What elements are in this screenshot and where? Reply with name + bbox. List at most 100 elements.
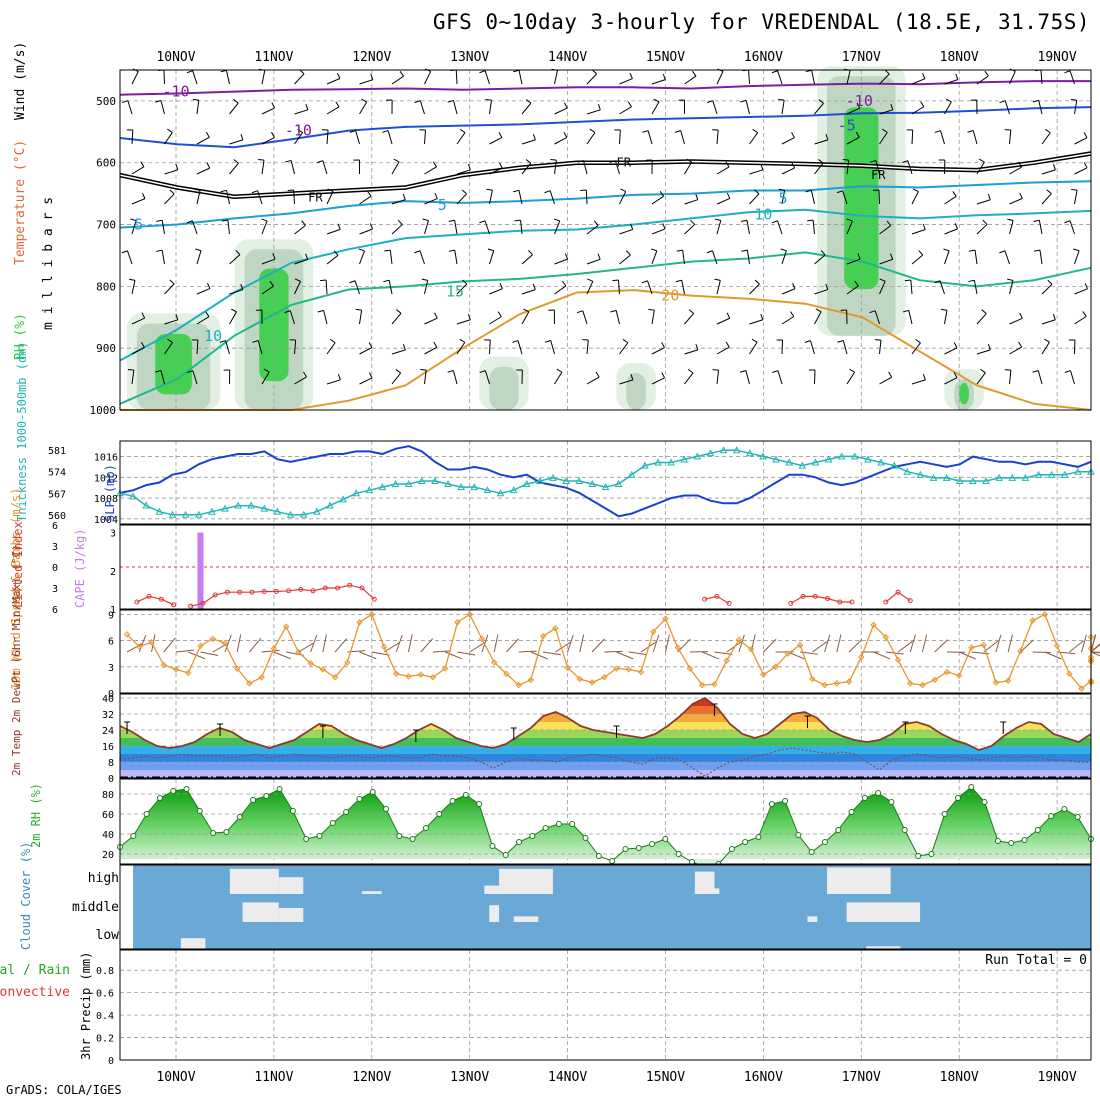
lifted-index-marker	[188, 603, 194, 609]
precip-legend-convective: Convective	[0, 985, 70, 1000]
wind-barb	[326, 254, 339, 265]
wind-barb-flag	[461, 189, 467, 195]
wind-barb	[619, 379, 634, 385]
wind-barb	[164, 169, 179, 175]
slp-line	[119, 445, 1092, 518]
thickness-marker	[562, 476, 570, 484]
wind-10m-barb	[591, 638, 605, 653]
wind-barb-flag	[836, 190, 843, 194]
wind-barb-flag	[514, 219, 521, 222]
wind-barb-flag	[383, 279, 390, 283]
wind-10m-barb	[652, 634, 660, 653]
date-label-top: 18NOV	[940, 50, 979, 65]
wind-barb-flag	[968, 279, 975, 283]
wind-barb	[454, 250, 458, 265]
thickness-line	[119, 449, 1091, 516]
wind-barb-flag	[999, 100, 1006, 104]
wind-barb-flag	[591, 69, 598, 75]
wind-barb-flag	[220, 189, 227, 193]
wind-barb	[226, 190, 230, 205]
wind-barb-flag	[597, 103, 601, 110]
temp-band	[120, 754, 1091, 762]
rh-area-mid	[626, 372, 646, 410]
wind-barb	[164, 342, 173, 355]
panel-frame-cape	[119, 524, 1092, 610]
wind-barb	[749, 193, 760, 205]
li-tick-label: 0	[52, 563, 58, 574]
wind-barb-flag	[305, 103, 309, 110]
wind-barb	[294, 376, 307, 385]
rh-2m-marker	[888, 799, 895, 805]
pressure-tick-label: 500	[96, 95, 116, 108]
temp-tick-label: 32	[102, 710, 114, 721]
wind-barb	[554, 285, 567, 295]
wind-speed-marker	[270, 645, 278, 652]
lifted-index-marker	[134, 599, 140, 605]
wind-barb-flag	[741, 219, 748, 222]
wind-barb	[619, 342, 629, 355]
wind-10m-barb	[1007, 634, 1013, 653]
wind-speed-marker	[503, 670, 510, 677]
thickness-marker	[824, 455, 833, 463]
wind-barb	[684, 349, 699, 355]
wind-barb-flag	[235, 249, 241, 255]
wind-barb-flag	[525, 99, 532, 104]
wind-barb	[160, 370, 165, 385]
wind-barb	[294, 109, 309, 115]
thickness-marker	[168, 510, 177, 518]
wind-barb	[973, 280, 978, 295]
rh-2m-marker	[1021, 837, 1028, 843]
lifted-index-line	[790, 595, 852, 604]
date-label-bottom: 12NOV	[352, 1070, 391, 1085]
wind-barb-flag	[791, 162, 796, 169]
thickness-marker	[995, 473, 1003, 481]
wind-speed-marker	[417, 671, 424, 678]
thickness-marker	[1074, 467, 1082, 475]
wind-10m-barb	[334, 638, 348, 653]
wind-speed-marker	[955, 672, 963, 679]
thickness-marker	[352, 489, 361, 497]
wind-tick-label: 0	[108, 689, 114, 700]
wind-barb	[293, 189, 295, 205]
wind-barb-flag	[980, 368, 986, 374]
li-tick-label: 6	[52, 521, 58, 532]
wind-barb	[1074, 190, 1078, 205]
rh-2m-marker	[582, 835, 589, 841]
lifted-index-marker	[788, 600, 794, 606]
wind-10m-barb	[787, 651, 805, 660]
wind-barb	[911, 254, 924, 265]
wind-barb-flag	[564, 102, 568, 109]
wind-speed-marker	[1078, 685, 1085, 692]
wind-speed-marker	[1017, 647, 1024, 655]
rh-2m-marker	[742, 839, 749, 845]
thickness-marker	[247, 501, 256, 509]
wind-barb-flag	[512, 340, 519, 343]
wind-barb	[879, 376, 892, 385]
thickness-marker	[627, 470, 636, 478]
wind-barb-flag	[219, 340, 226, 343]
rh-2m-marker	[808, 849, 815, 855]
rh-2m-marker	[130, 833, 137, 839]
wind-barb-flag	[169, 189, 175, 195]
wind-speed-marker	[331, 674, 339, 681]
wind-barb	[294, 132, 304, 145]
wind-barb	[518, 190, 523, 205]
wind-barb-flag	[186, 70, 193, 74]
lifted-index-marker	[837, 599, 843, 605]
wind-barb-flag	[609, 160, 616, 164]
temp-tick-label: 16	[102, 742, 114, 753]
wind-barb-flag	[1046, 189, 1052, 194]
wind-barb	[814, 139, 829, 145]
rh-2m-marker	[728, 846, 735, 852]
wind-barb	[749, 283, 760, 295]
wind-barb	[684, 313, 695, 325]
wind-barb-flag	[879, 278, 886, 282]
wind-speed-marker	[650, 628, 657, 636]
rh-2m-marker	[954, 795, 961, 801]
wind-barb	[1074, 137, 1088, 145]
panel-frame-cloud	[119, 864, 1092, 950]
rh-2m-marker	[156, 795, 163, 801]
rh-2m-marker	[502, 852, 509, 858]
wind-barb-flag	[904, 279, 911, 282]
wind-barb-flag	[486, 188, 493, 191]
